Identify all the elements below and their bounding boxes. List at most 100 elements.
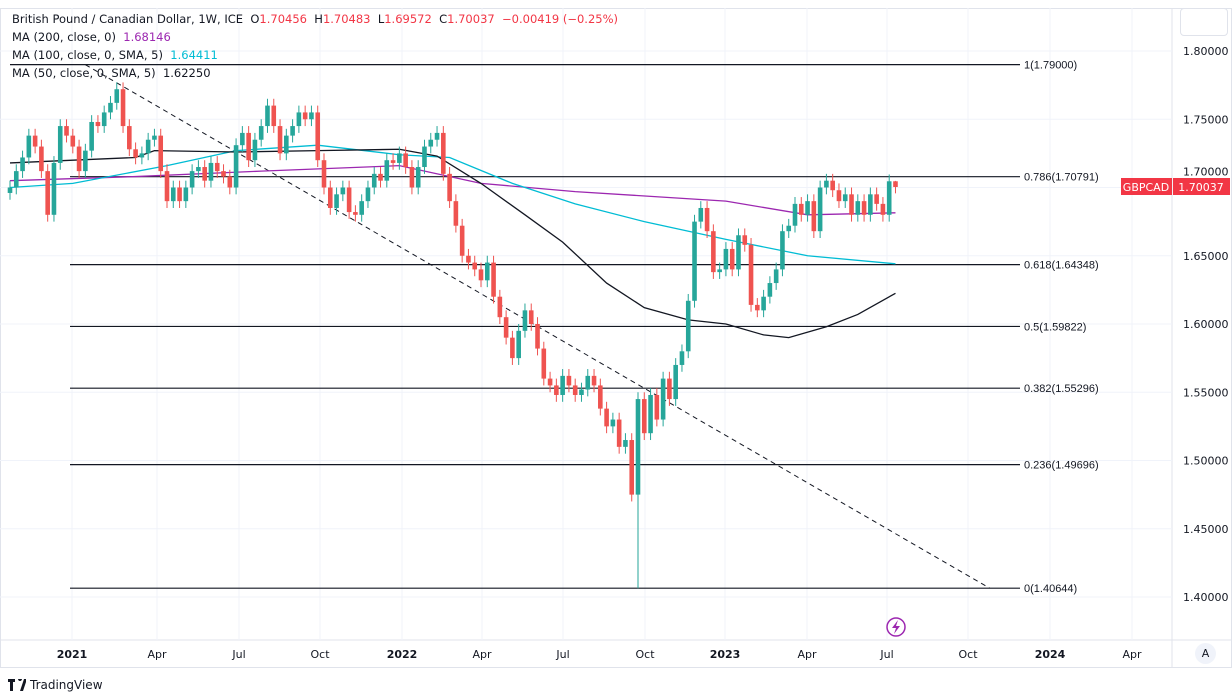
candle-body: [654, 394, 660, 420]
candle: [177, 180, 182, 208]
candle-body: [64, 126, 69, 136]
candle: [805, 194, 810, 222]
candle-body: [466, 255, 471, 263]
candle-body: [409, 167, 415, 188]
candle: [679, 344, 685, 372]
candle: [277, 119, 283, 161]
candle: [598, 378, 603, 416]
x-tick-label: Jul: [555, 648, 569, 661]
auto-scale-button[interactable]: A: [1195, 643, 1216, 664]
candle-body: [805, 201, 810, 215]
candle: [20, 150, 25, 178]
candle: [667, 371, 672, 406]
candle-body: [635, 399, 641, 495]
candle-body: [723, 248, 729, 270]
candle-body: [824, 180, 829, 188]
top-right-button[interactable]: [1180, 8, 1228, 36]
candle: [315, 105, 321, 168]
candle-body: [290, 126, 295, 136]
candle: [886, 174, 892, 222]
symbol-legend[interactable]: British Pound / Canadian Dollar, 1W, ICE…: [12, 10, 618, 28]
candle-body: [101, 112, 107, 127]
candle-body: [334, 194, 339, 208]
candle-body: [45, 171, 50, 215]
candle: [842, 187, 848, 208]
candle: [170, 180, 176, 208]
candle-body: [554, 385, 559, 395]
candle: [7, 180, 13, 200]
moving-average-line: [9, 165, 896, 216]
candle-body: [880, 203, 886, 215]
candle: [698, 201, 704, 229]
candle: [742, 228, 748, 252]
x-tick-label: 2023: [710, 648, 741, 661]
candle: [673, 358, 678, 406]
ma200-legend[interactable]: MA (200, close, 0) 1.68146: [12, 28, 618, 46]
candle: [183, 180, 189, 208]
candle-body: [842, 194, 848, 202]
x-tick-label: Apr: [797, 648, 817, 661]
ma50-legend[interactable]: MA (50, close, 0, SMA, 5) 1.62250: [12, 64, 618, 82]
candle-body: [246, 132, 251, 161]
candle-body: [623, 440, 628, 447]
candle-body: [39, 146, 44, 172]
y-tick-label: 1.55000: [1183, 386, 1229, 399]
candle: [466, 248, 471, 270]
candle-body: [704, 207, 710, 232]
candle-body: [491, 262, 496, 297]
candle: [554, 378, 559, 402]
candle: [309, 105, 314, 127]
candle-body: [302, 112, 308, 120]
candle-body: [152, 135, 157, 140]
candle: [748, 238, 754, 312]
candle: [868, 187, 873, 222]
candle-body: [855, 201, 861, 215]
candle-body: [227, 176, 233, 188]
candle-body: [780, 231, 785, 270]
candle-body: [327, 187, 333, 208]
candle: [83, 143, 88, 178]
candle: [654, 388, 660, 427]
candle-body: [51, 162, 57, 215]
candle-body: [673, 364, 678, 400]
candle-body: [26, 135, 32, 158]
candle: [855, 194, 861, 222]
candle-body: [359, 201, 364, 215]
lightning-event-icon[interactable]: [886, 617, 906, 637]
candle: [761, 289, 766, 318]
candle-body: [70, 135, 76, 147]
candle-body: [120, 89, 126, 127]
lightning-bolt: [892, 620, 900, 634]
x-tick-label: Jul: [879, 648, 893, 661]
candle-body: [384, 160, 390, 181]
candle: [767, 276, 773, 304]
open-label: O: [250, 12, 260, 26]
candle-body: [258, 126, 264, 140]
candle-body: [648, 394, 653, 434]
candle-body: [497, 296, 503, 318]
candle-body: [189, 171, 195, 188]
candle: [711, 224, 716, 279]
moving-average-line: [9, 144, 896, 265]
candle-body: [378, 173, 383, 181]
candle-body: [604, 408, 609, 427]
candle-body: [484, 262, 490, 281]
x-tick-label: 2022: [387, 648, 418, 661]
candle: [579, 382, 584, 402]
fib-level-label: 0.236(1.49696): [1024, 460, 1099, 472]
ma50-value: 1.62250: [162, 66, 211, 80]
candle-body: [170, 187, 176, 202]
candle: [516, 324, 521, 365]
price-tag-value: 1.70037: [1178, 181, 1224, 194]
x-tick-label: Oct: [635, 648, 655, 661]
footer-brand[interactable]: TradingView: [8, 678, 103, 692]
candle-body: [610, 419, 616, 427]
candle: [76, 139, 82, 178]
low-value: 1.69572: [384, 12, 432, 26]
candle-body: [221, 171, 226, 177]
ma100-legend[interactable]: MA (100, close, 0, SMA, 5) 1.64411: [12, 46, 618, 64]
candle-body: [390, 160, 396, 163]
moving-average-line: [9, 148, 896, 339]
candle: [541, 341, 547, 386]
